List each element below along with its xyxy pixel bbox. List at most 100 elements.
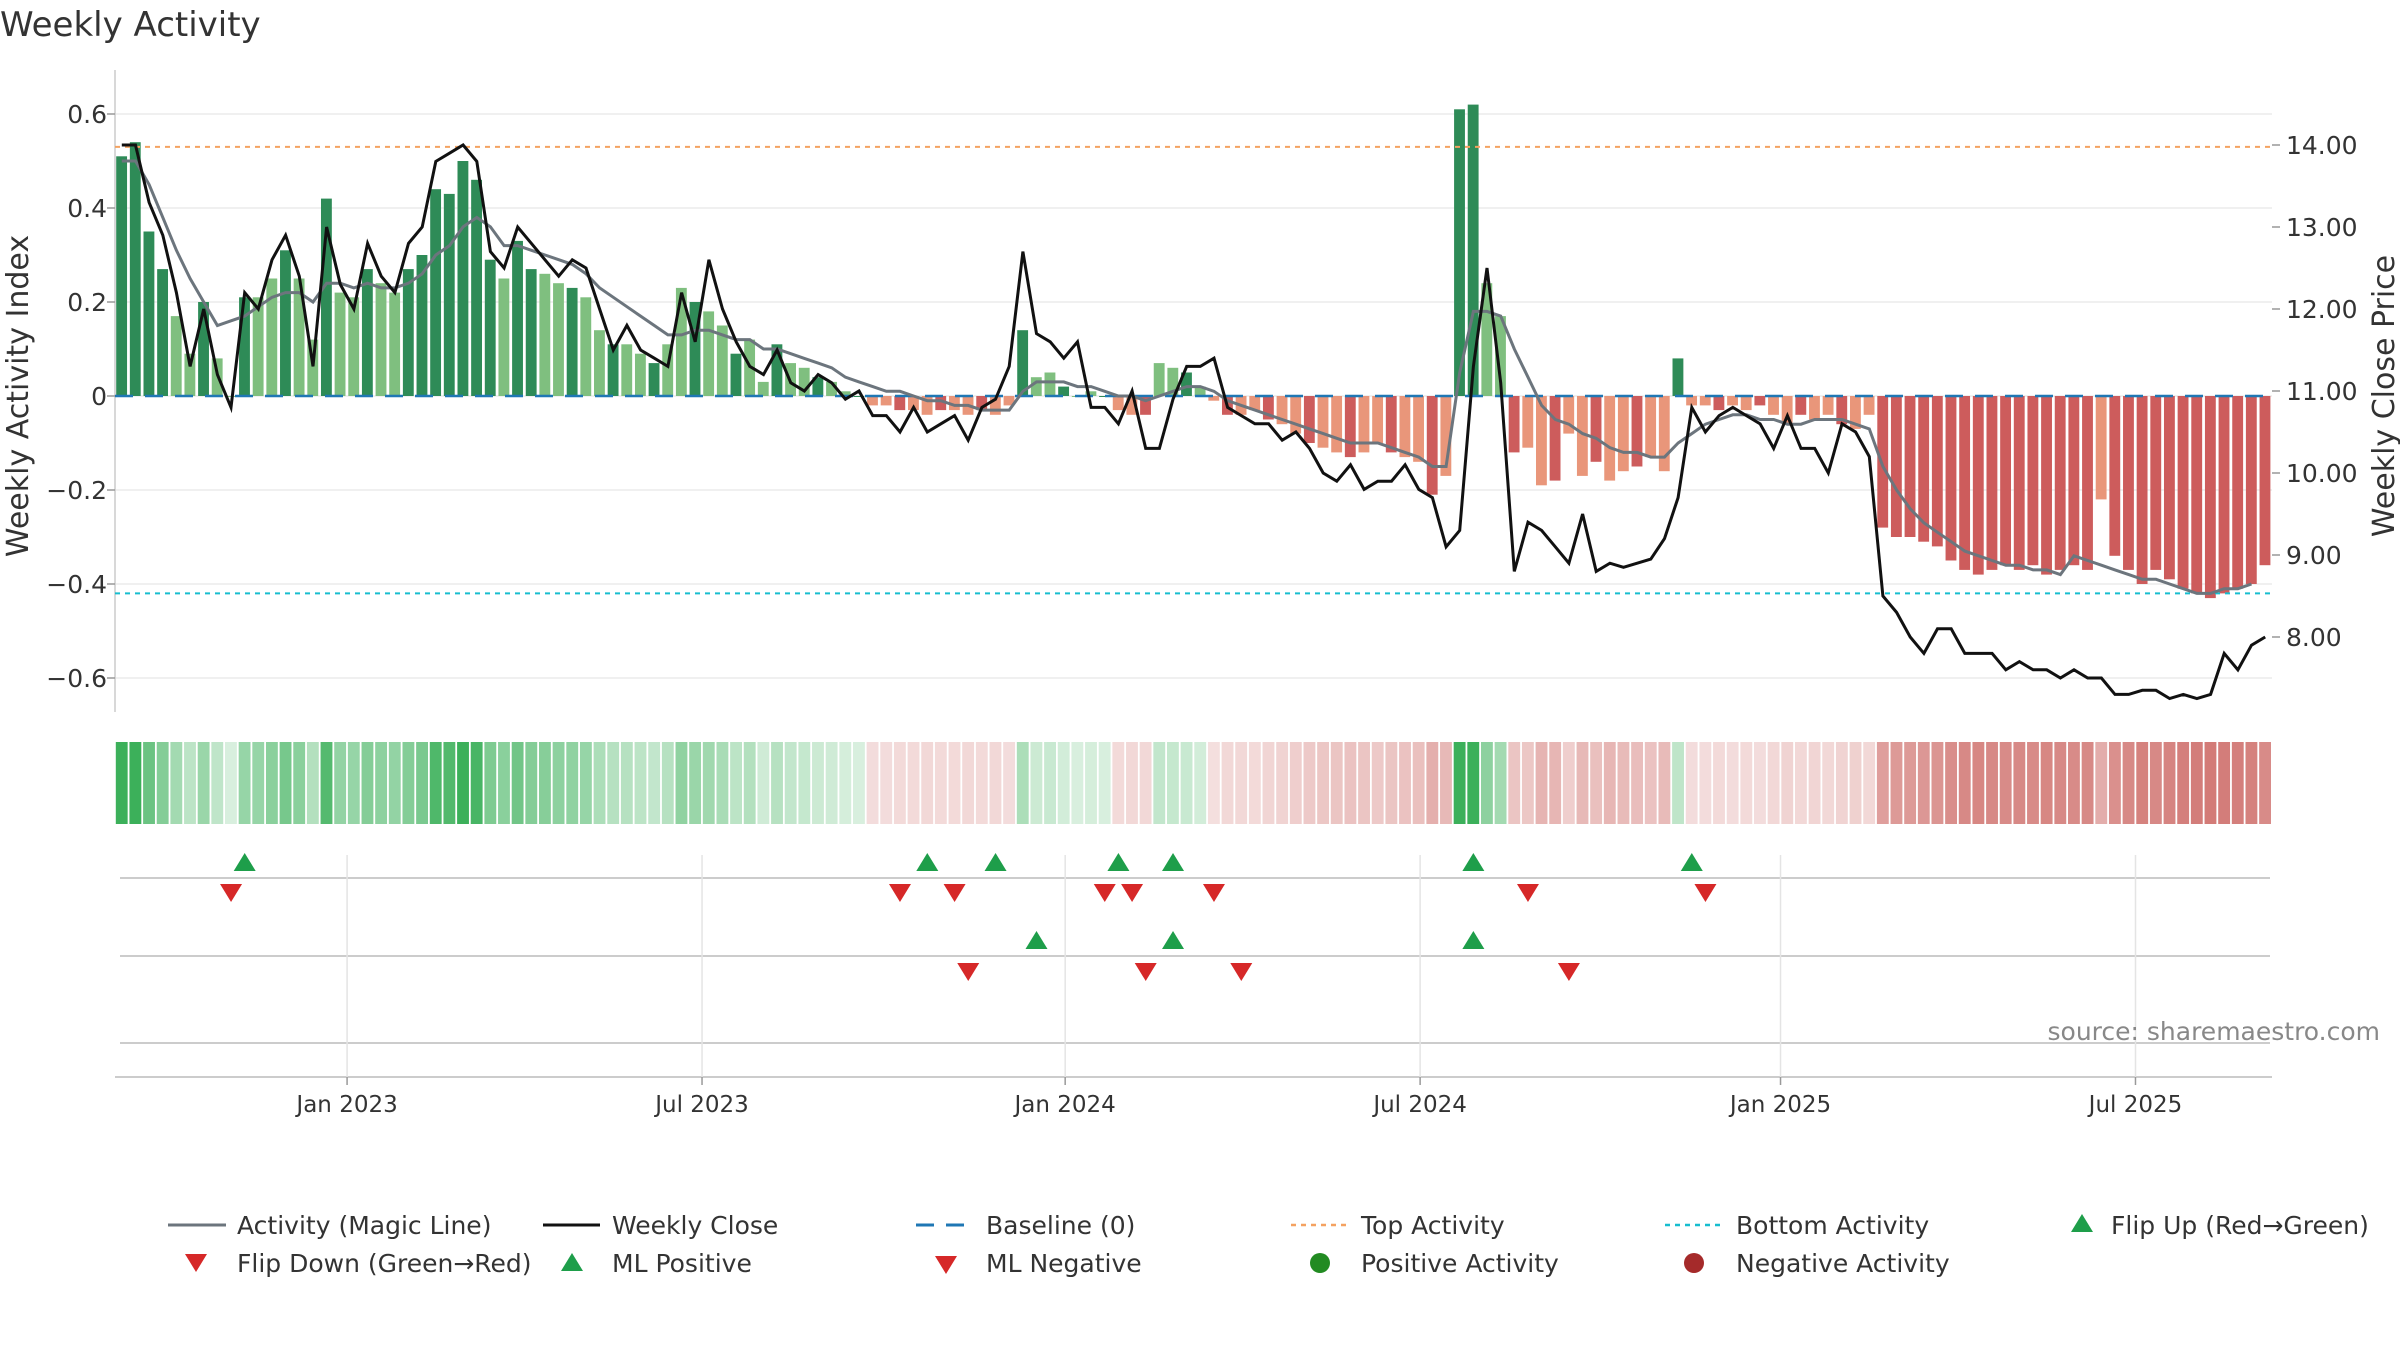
y2-tick-label: 14.00	[2286, 131, 2358, 160]
flip-up-marker	[916, 853, 939, 871]
activity-bar	[1399, 396, 1411, 458]
activity-bar	[361, 269, 373, 396]
activity-bar	[1754, 396, 1766, 406]
heat-cell	[1071, 742, 1084, 824]
activity-bar	[1713, 396, 1725, 411]
activity-bar	[1290, 396, 1302, 434]
heat-cell	[1166, 742, 1179, 824]
legend-top-activity: Top Activity	[1360, 1211, 1505, 1240]
heat-cell	[893, 742, 906, 824]
heat-cell	[1194, 742, 1207, 824]
x-tick-label: Jul 2024	[1371, 1092, 1467, 1118]
activity-bar	[867, 396, 878, 406]
activity-bar	[908, 396, 919, 411]
activity-bar	[621, 344, 633, 396]
flip-up-marker	[1680, 853, 1703, 871]
activity-bar	[757, 381, 769, 396]
activity-bar	[2245, 396, 2257, 584]
activity-bar	[1508, 396, 1520, 453]
activity-bar	[1781, 396, 1793, 425]
heat-cell	[1453, 742, 1466, 824]
activity-bar	[1153, 363, 1165, 396]
heat-cell	[375, 742, 388, 824]
heat-cell	[1180, 742, 1193, 824]
activity-bar	[539, 273, 551, 396]
heat-cell	[948, 742, 961, 824]
heat-cell	[498, 742, 510, 824]
chart-title: Weekly Activity	[0, 5, 261, 45]
heat-cell	[675, 742, 688, 824]
activity-bar	[293, 278, 305, 396]
legend-flip-up: Flip Up (Red→Green)	[2111, 1211, 2369, 1240]
activity-bar	[1372, 396, 1384, 443]
heat-cell	[552, 742, 565, 824]
heat-cell	[962, 742, 975, 824]
activity-bar	[948, 396, 960, 411]
flip-down-marker	[1093, 884, 1116, 902]
heat-cell	[689, 742, 702, 824]
heat-cell	[402, 742, 415, 824]
heat-cell	[225, 742, 237, 824]
activity-bar	[2163, 396, 2175, 580]
heat-cell	[757, 742, 770, 824]
flip-down-marker	[1202, 884, 1225, 902]
heat-cell	[771, 742, 783, 824]
x-tick-label: Jan 2025	[1728, 1092, 1831, 1118]
activity-bar	[853, 396, 865, 397]
activity-bar	[2136, 396, 2148, 584]
activity-bar	[1631, 396, 1643, 467]
heat-cell	[1672, 742, 1684, 824]
heat-cell	[784, 742, 797, 824]
heat-cell	[1371, 742, 1384, 824]
heat-cell	[388, 742, 401, 824]
activity-bar	[334, 292, 346, 396]
flip-down-marker	[1121, 884, 1144, 902]
heat-cell	[170, 742, 183, 824]
activity-bar	[1809, 396, 1820, 420]
y2-tick-label: 13.00	[2286, 213, 2358, 242]
activity-bar	[280, 250, 291, 396]
x-tick-label: Jan 2023	[294, 1092, 397, 1118]
heat-cell	[1494, 742, 1507, 824]
activity-bar	[1385, 396, 1397, 453]
heat-cell	[634, 742, 647, 824]
y-tick-label: 0	[91, 382, 107, 411]
heat-cell	[2231, 742, 2244, 824]
activity-bar	[1495, 316, 1506, 396]
heat-cell	[470, 742, 483, 824]
activity-bar	[580, 297, 592, 396]
heat-cell	[1658, 742, 1671, 824]
activity-bar	[989, 396, 1001, 415]
activity-bar	[416, 255, 428, 396]
heat-cell	[1945, 742, 1958, 824]
activity-bar	[430, 189, 442, 396]
activity-bar	[2082, 396, 2093, 570]
heat-cell	[1153, 742, 1166, 824]
activity-bar	[2177, 396, 2189, 589]
heat-cell	[1890, 742, 1903, 824]
flip-down-marker	[888, 884, 911, 902]
activity-bar	[976, 396, 988, 411]
activity-bar	[1112, 396, 1124, 411]
activity-heat-strip	[115, 742, 2271, 824]
activity-bar	[1044, 372, 1056, 396]
legend-swatch-ml-negative	[935, 1256, 957, 1274]
heat-cell	[1289, 742, 1302, 824]
activity-bar	[1426, 396, 1438, 495]
activity-bar	[170, 316, 182, 396]
heat-cell	[2259, 742, 2271, 824]
heat-cell	[566, 742, 579, 824]
heat-cell	[1358, 742, 1370, 824]
heat-cell	[306, 742, 319, 824]
heat-cell	[1330, 742, 1343, 824]
activity-bar	[703, 311, 715, 396]
heat-cell	[2108, 742, 2121, 824]
activity-bar	[389, 292, 401, 396]
y2-tick-label: 10.00	[2286, 459, 2358, 488]
left-axis-ticks: 0.6 0.4 0.2 0 −0.2 −0.4 −0.6	[46, 100, 115, 693]
activity-bar	[443, 193, 455, 396]
heat-cell	[1276, 742, 1289, 824]
heat-cell	[1958, 742, 1971, 824]
activity-bar	[2068, 396, 2080, 566]
activity-bar	[484, 259, 496, 396]
